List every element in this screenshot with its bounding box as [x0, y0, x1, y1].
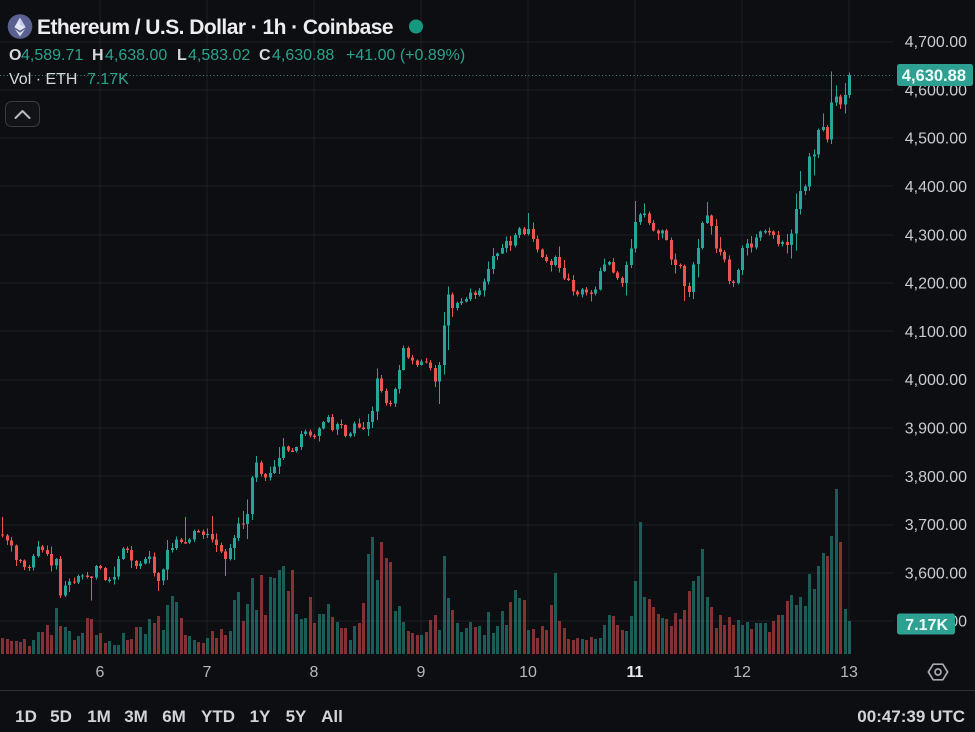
svg-text:Vol · ETH: Vol · ETH	[9, 71, 77, 88]
svg-text:4,600.00: 4,600.00	[905, 82, 967, 99]
svg-text:O: O	[9, 47, 21, 64]
svg-text:7.17K: 7.17K	[87, 71, 129, 88]
svg-text:4,400.00: 4,400.00	[905, 179, 967, 196]
svg-text:5Y: 5Y	[286, 707, 307, 726]
svg-text:4,589.71: 4,589.71	[21, 47, 83, 64]
svg-text:4,638.00: 4,638.00	[105, 47, 167, 64]
svg-text:1M: 1M	[87, 707, 111, 726]
svg-text:13: 13	[840, 664, 858, 681]
svg-text:L: L	[177, 47, 187, 64]
svg-text:H: H	[92, 47, 104, 64]
svg-text:3,600.00: 3,600.00	[905, 565, 967, 582]
svg-text:6: 6	[96, 664, 105, 681]
svg-text:3,700.00: 3,700.00	[905, 517, 967, 534]
svg-text:4,200.00: 4,200.00	[905, 276, 967, 293]
svg-text:3,800.00: 3,800.00	[905, 469, 967, 486]
svg-text:4,300.00: 4,300.00	[905, 227, 967, 244]
svg-text:9: 9	[417, 664, 426, 681]
svg-text:C: C	[259, 47, 271, 64]
svg-text:11: 11	[627, 664, 644, 681]
svg-text:4,100.00: 4,100.00	[905, 324, 967, 341]
svg-text:10: 10	[519, 664, 537, 681]
svg-text:4,000.00: 4,000.00	[905, 372, 967, 389]
svg-text:6M: 6M	[162, 707, 186, 726]
svg-text:3M: 3M	[124, 707, 148, 726]
svg-text:+41.00 (+0.89%): +41.00 (+0.89%)	[346, 47, 465, 64]
svg-text:4,630.88: 4,630.88	[902, 67, 966, 85]
svg-text:00:47:39 UTC: 00:47:39 UTC	[857, 707, 965, 726]
svg-text:Ethereum / U.S. Dollar · 1h ·: Ethereum / U.S. Dollar · 1h · Coinbase	[37, 16, 393, 39]
svg-text:1Y: 1Y	[250, 707, 271, 726]
svg-text:4,583.02: 4,583.02	[188, 47, 250, 64]
svg-text:YTD: YTD	[201, 707, 235, 726]
svg-text:3,900.00: 3,900.00	[905, 421, 967, 438]
svg-text:12: 12	[733, 664, 751, 681]
svg-text:All: All	[321, 707, 343, 726]
svg-text:1D: 1D	[15, 707, 37, 726]
svg-text:7.17K: 7.17K	[905, 617, 948, 634]
svg-text:4,500.00: 4,500.00	[905, 131, 967, 148]
svg-text:5D: 5D	[50, 707, 72, 726]
svg-text:4,630.88: 4,630.88	[272, 47, 334, 64]
svg-text:4,700.00: 4,700.00	[905, 34, 967, 51]
svg-text:8: 8	[310, 664, 319, 681]
svg-text:7: 7	[203, 664, 212, 681]
